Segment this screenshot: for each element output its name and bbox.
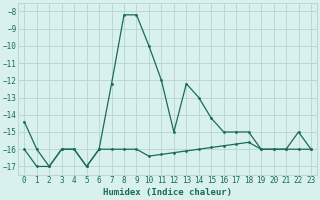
X-axis label: Humidex (Indice chaleur): Humidex (Indice chaleur): [103, 188, 232, 197]
